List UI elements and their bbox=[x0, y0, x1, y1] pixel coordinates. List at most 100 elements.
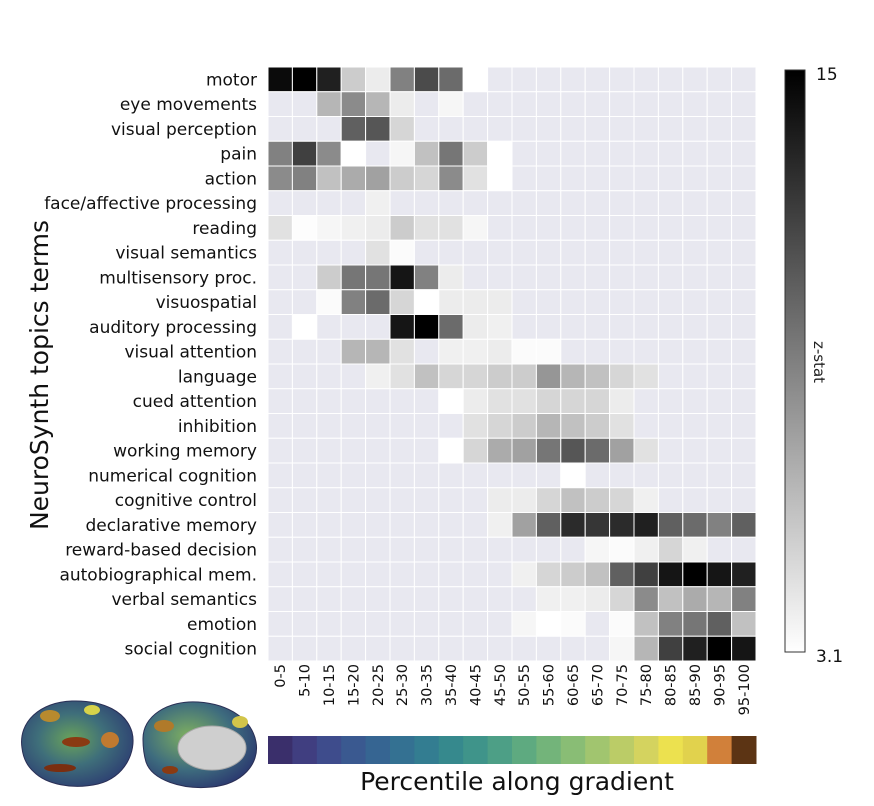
heatmap-cell bbox=[365, 413, 391, 439]
heatmap-cell bbox=[682, 264, 708, 291]
heatmap-cell bbox=[584, 363, 611, 390]
heatmap-cell bbox=[291, 413, 318, 439]
row-label: face/affective processing bbox=[44, 194, 257, 214]
colorbar-min-label: 3.1 bbox=[816, 647, 843, 667]
heatmap-cell bbox=[682, 635, 708, 662]
heatmap-cell bbox=[365, 66, 391, 93]
column-label: 45-50 bbox=[493, 664, 509, 706]
gradient-swatch bbox=[341, 736, 367, 764]
heatmap-cell bbox=[682, 314, 708, 340]
heatmap-cell bbox=[560, 338, 586, 365]
heatmap-cell bbox=[316, 116, 342, 142]
heatmap-cell bbox=[609, 289, 635, 315]
heatmap-cell bbox=[731, 264, 757, 291]
heatmap-cell bbox=[291, 190, 318, 216]
heatmap-cell bbox=[584, 635, 611, 662]
row-label: verbal semantics bbox=[111, 590, 257, 610]
heatmap-cell bbox=[682, 512, 708, 538]
heatmap-cell bbox=[462, 165, 489, 192]
heatmap-cell bbox=[657, 264, 684, 291]
heatmap-cell bbox=[438, 239, 464, 266]
column-label: 85-90 bbox=[688, 664, 704, 706]
heatmap-cell bbox=[267, 388, 293, 414]
heatmap-cell bbox=[535, 264, 562, 291]
heatmap-cell bbox=[535, 116, 562, 142]
heatmap-cell bbox=[291, 289, 318, 315]
heatmap-cell bbox=[560, 487, 586, 513]
heatmap-cell bbox=[487, 91, 513, 117]
heatmap-cell bbox=[633, 586, 659, 612]
heatmap-cell bbox=[731, 116, 757, 142]
heatmap-cell bbox=[291, 215, 318, 241]
heatmap-cell bbox=[389, 91, 415, 117]
heatmap-cell bbox=[316, 437, 342, 464]
heatmap-cell bbox=[438, 314, 464, 340]
column-label: 75-80 bbox=[639, 664, 655, 706]
heatmap-cell bbox=[462, 289, 489, 315]
heatmap-cell bbox=[487, 635, 513, 662]
heatmap-cell bbox=[365, 388, 391, 414]
heatmap-cell bbox=[633, 215, 659, 241]
heatmap-cell bbox=[487, 338, 513, 365]
heatmap-cell bbox=[682, 561, 708, 588]
row-label: eye movements bbox=[120, 95, 257, 115]
heatmap-cell bbox=[584, 536, 611, 563]
colorbar-title: z-stat bbox=[810, 341, 828, 383]
heatmap-cell bbox=[267, 66, 293, 93]
heatmap-cell bbox=[560, 413, 586, 439]
heatmap-cell bbox=[584, 116, 611, 142]
heatmap-cell bbox=[682, 215, 708, 241]
heatmap-cell bbox=[535, 413, 562, 439]
heatmap-cell bbox=[487, 363, 513, 390]
heatmap-cell bbox=[657, 215, 684, 241]
row-label: working memory bbox=[113, 442, 257, 462]
heatmap-cell bbox=[389, 338, 415, 365]
heatmap-cell bbox=[609, 512, 635, 538]
heatmap-cell bbox=[511, 91, 537, 117]
heatmap-cell bbox=[462, 239, 489, 266]
heatmap-cell bbox=[657, 561, 684, 588]
colorbar-max-label: 15 bbox=[816, 65, 838, 85]
heatmap-cell bbox=[438, 215, 464, 241]
column-label: 90-95 bbox=[712, 664, 728, 706]
heatmap-cell bbox=[609, 413, 635, 439]
heatmap-cell bbox=[633, 140, 659, 167]
heatmap-cell bbox=[291, 512, 318, 538]
heatmap-cell bbox=[609, 215, 635, 241]
heatmap-cell bbox=[633, 116, 659, 142]
gradient-swatch bbox=[316, 736, 342, 764]
heatmap-cell bbox=[462, 190, 489, 216]
column-label: 50-55 bbox=[517, 664, 533, 706]
heatmap-cell bbox=[609, 536, 635, 563]
heatmap-cell bbox=[389, 190, 415, 216]
heatmap-cell bbox=[413, 487, 440, 513]
heatmap-cell bbox=[267, 338, 293, 365]
heatmap-cell bbox=[316, 388, 342, 414]
heatmap-cell bbox=[340, 635, 367, 662]
heatmap-cell bbox=[511, 190, 537, 216]
heatmap-cell bbox=[487, 116, 513, 142]
gradient-swatch bbox=[560, 736, 586, 764]
heatmap-cell bbox=[487, 239, 513, 266]
heatmap-cell bbox=[365, 462, 391, 489]
heatmap-cell bbox=[291, 611, 318, 637]
column-label: 95-100 bbox=[737, 664, 753, 715]
heatmap-cell bbox=[365, 165, 391, 192]
heatmap-cell bbox=[365, 215, 391, 241]
heatmap-cell bbox=[682, 165, 708, 192]
heatmap-cell bbox=[706, 289, 733, 315]
heatmap-cell bbox=[609, 388, 635, 414]
heatmap-cell bbox=[657, 289, 684, 315]
heatmap-cell bbox=[706, 116, 733, 142]
heatmap-cell bbox=[633, 239, 659, 266]
row-label: reward-based decision bbox=[65, 541, 257, 561]
heatmap-cell bbox=[609, 338, 635, 365]
heatmap-cell bbox=[609, 586, 635, 612]
column-label: 55-60 bbox=[542, 664, 558, 706]
heatmap-cell bbox=[316, 239, 342, 266]
heatmap-cell bbox=[389, 215, 415, 241]
heatmap-cell bbox=[267, 239, 293, 266]
row-label: inhibition bbox=[178, 417, 257, 437]
heatmap-cell bbox=[316, 264, 342, 291]
heatmap-cell bbox=[560, 264, 586, 291]
